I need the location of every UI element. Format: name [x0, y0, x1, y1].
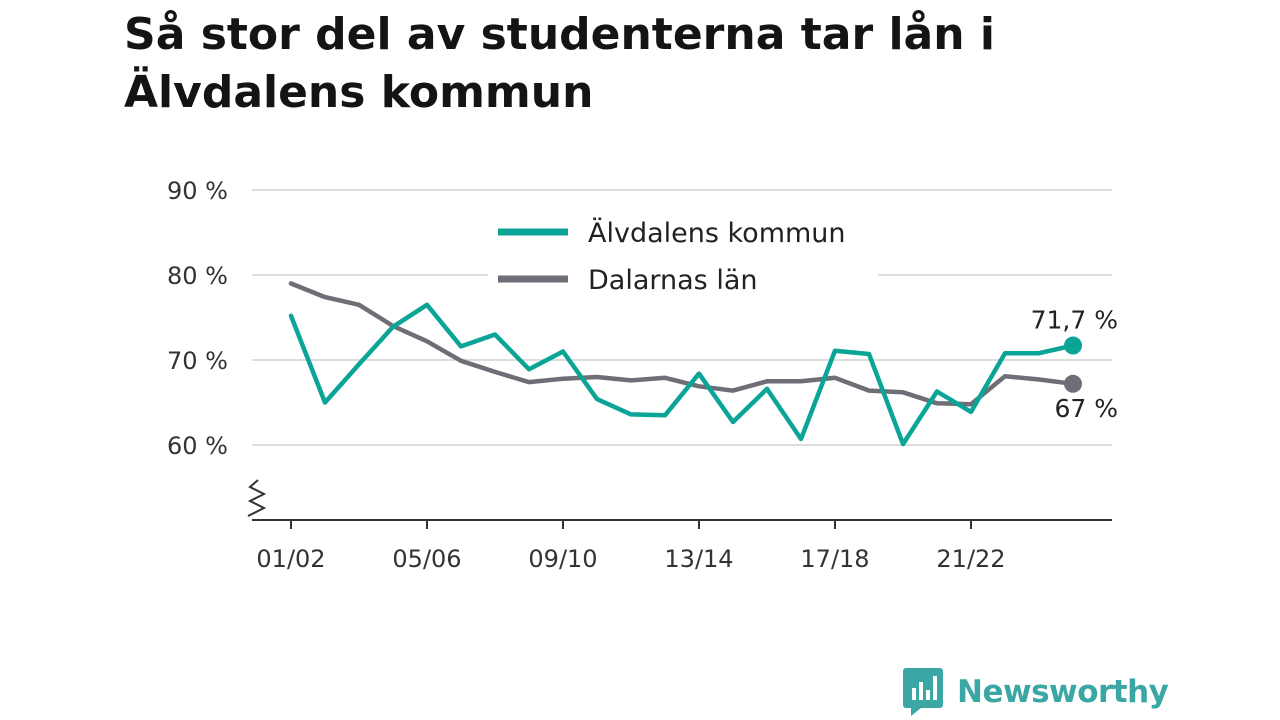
- series-end-marker: [1064, 374, 1082, 393]
- x-tick-label: 13/14: [664, 545, 733, 573]
- x-tick-label: 05/06: [392, 545, 461, 573]
- series-line: [288, 302, 1076, 447]
- axes: 60 % 70 % 80 % 90 % 01/02 05/06 09/10 13/14 17/1…: [167, 177, 1112, 573]
- x-tick-label: 01/02: [256, 545, 325, 573]
- series-end-label: 67 %: [1054, 394, 1118, 423]
- y-tick-label: 60 %: [167, 432, 228, 460]
- y-tick-label: 70 %: [167, 347, 228, 375]
- axis-break-icon: [247, 479, 267, 517]
- newsworthy-logo: Newsworthy: [903, 668, 1169, 716]
- series-end-marker: [1064, 336, 1082, 355]
- y-tick-label: 90 %: [167, 177, 228, 205]
- legend-label: Älvdalens kommun: [588, 217, 846, 249]
- newsworthy-logo-icon: [903, 668, 943, 716]
- series-lines: [288, 281, 1082, 447]
- y-tick-label: 80 %: [167, 262, 228, 290]
- legend: Älvdalens kommun Dalarnas län: [488, 217, 878, 299]
- series-end-label: 71,7 %: [1031, 306, 1118, 335]
- chart-title: Så stor del av studenterna tar lån i Älv…: [124, 9, 995, 118]
- newsworthy-logo-text: Newsworthy: [957, 674, 1169, 710]
- x-tick-label: 09/10: [528, 545, 597, 573]
- x-tick-label: 21/22: [936, 545, 1005, 573]
- end-labels: 71,7 % 67 %: [1031, 306, 1118, 423]
- series-line: [288, 281, 1076, 407]
- legend-label: Dalarnas län: [588, 265, 757, 296]
- x-tick-label: 17/18: [800, 545, 869, 573]
